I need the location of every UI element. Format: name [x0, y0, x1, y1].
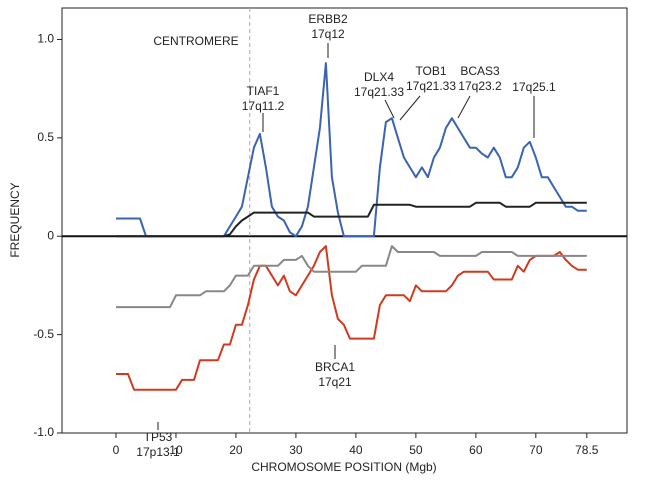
band-label: 17q21.33 — [406, 79, 456, 93]
x-tick-label: 70 — [529, 443, 543, 457]
y-tick-label: 0.5 — [37, 130, 54, 144]
data-line — [116, 245, 587, 391]
annotation-pointer — [457, 95, 471, 119]
x-tick-label: 0 — [113, 443, 120, 457]
band-label: 17q25.1 — [512, 80, 556, 94]
x-tick-label: 60 — [469, 443, 483, 457]
gene-label: BRCA1 — [315, 360, 355, 374]
annotation-pointer — [399, 95, 421, 121]
y-tick-label: -0.5 — [33, 327, 54, 341]
gene-label: TOB1 — [415, 64, 446, 78]
gene-label: ERBB2 — [308, 12, 348, 26]
gene-label: TP53 — [144, 430, 173, 444]
y-tick-label: -1.0 — [33, 425, 54, 439]
y-tick-label: 1.0 — [37, 32, 54, 46]
band-label: 17q12 — [311, 27, 345, 41]
band-label: 17q11.2 — [242, 99, 285, 113]
x-tick-label: 78.5 — [575, 443, 599, 457]
x-tick-label: 30 — [289, 443, 303, 457]
gene-label: BCAS3 — [460, 64, 500, 78]
x-tick-label: 20 — [229, 443, 243, 457]
y-tick-label: 0 — [47, 228, 54, 242]
annotation-pointer — [384, 99, 395, 119]
x-axis-label: CHROMOSOME POSITION (Mgb) — [251, 460, 436, 474]
y-axis-label: FREQUENCY — [8, 182, 22, 257]
data-line — [116, 201, 587, 238]
data-line — [116, 245, 587, 309]
gene-label: TIAF1 — [247, 84, 280, 98]
x-tick-label: 10 — [169, 443, 183, 457]
gene-label: DLX4 — [364, 70, 394, 84]
band-label: 17q23.2 — [458, 79, 502, 93]
band-label: 17q21 — [318, 375, 352, 389]
x-tick-label: 50 — [409, 443, 423, 457]
band-label: 17q21.33 — [354, 85, 404, 99]
centromere-label: CENTROMERE — [153, 34, 238, 48]
x-tick-label: 40 — [349, 443, 363, 457]
band-label: 17p13.1 — [136, 445, 180, 459]
plot-frame — [61, 7, 628, 434]
